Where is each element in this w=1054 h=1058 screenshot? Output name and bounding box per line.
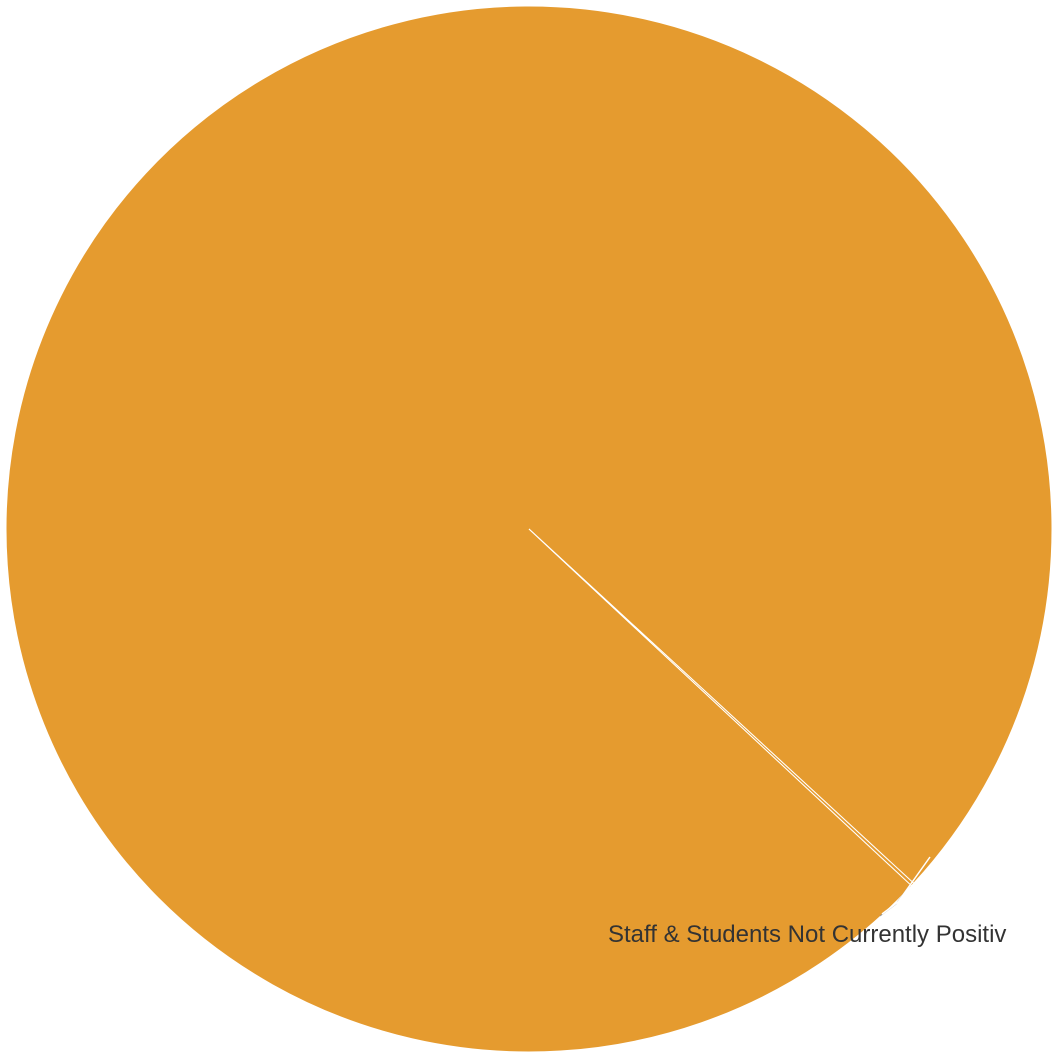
pie-slice-1[interactable] (528, 528, 915, 887)
slice-label-not-currently-positive: Staff & Students Not Currently Positiv (608, 921, 1006, 948)
leader-line (881, 856, 931, 915)
pie-slice-0[interactable] (5, 5, 1053, 1053)
pie-slices (5, 5, 1053, 1053)
pie-labels: Staff & Students Not Currently Positiv (608, 856, 1006, 948)
